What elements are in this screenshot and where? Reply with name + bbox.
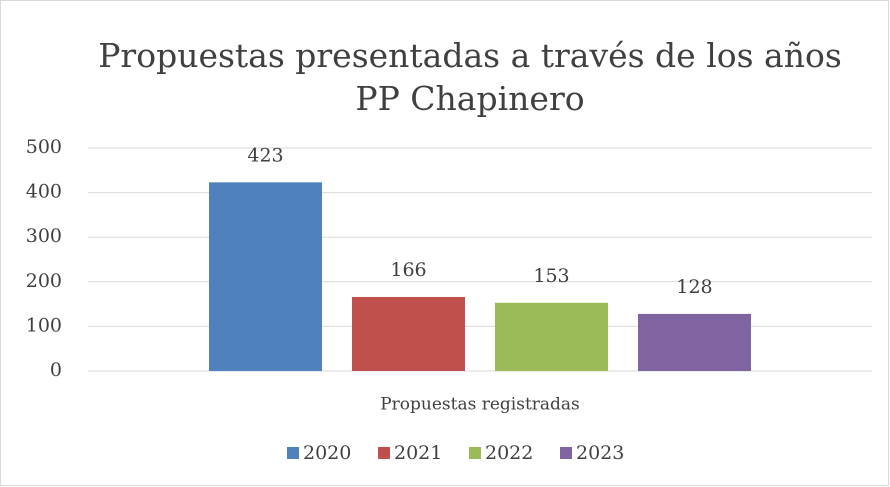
legend-swatch xyxy=(560,447,572,459)
data-label: 423 xyxy=(247,144,283,166)
bar xyxy=(638,313,751,371)
y-tick-label: 500 xyxy=(26,136,62,158)
y-tick-label: 0 xyxy=(50,359,62,381)
legend-swatch xyxy=(287,447,299,459)
bar xyxy=(495,302,608,371)
bar xyxy=(209,182,322,371)
legend-label: 2023 xyxy=(576,442,624,464)
y-tick-label: 300 xyxy=(26,225,62,247)
y-tick-label: 200 xyxy=(26,270,62,292)
x-tick-label: Propuestas registradas xyxy=(380,395,580,415)
legend-swatch xyxy=(378,447,390,459)
legend-label: 2021 xyxy=(394,442,442,464)
data-label: 166 xyxy=(390,259,426,281)
chart-subtitle: PP Chapinero xyxy=(355,79,584,118)
legend-label: 2022 xyxy=(485,442,533,464)
data-label: 128 xyxy=(676,276,712,298)
bar xyxy=(352,296,465,371)
chart-title: Propuestas presentadas a través de los a… xyxy=(98,36,842,75)
y-tick-label: 400 xyxy=(26,181,62,203)
y-tick-label: 100 xyxy=(26,314,62,336)
legend-label: 2020 xyxy=(303,442,351,464)
legend-swatch xyxy=(469,447,481,459)
data-label: 153 xyxy=(533,265,569,287)
